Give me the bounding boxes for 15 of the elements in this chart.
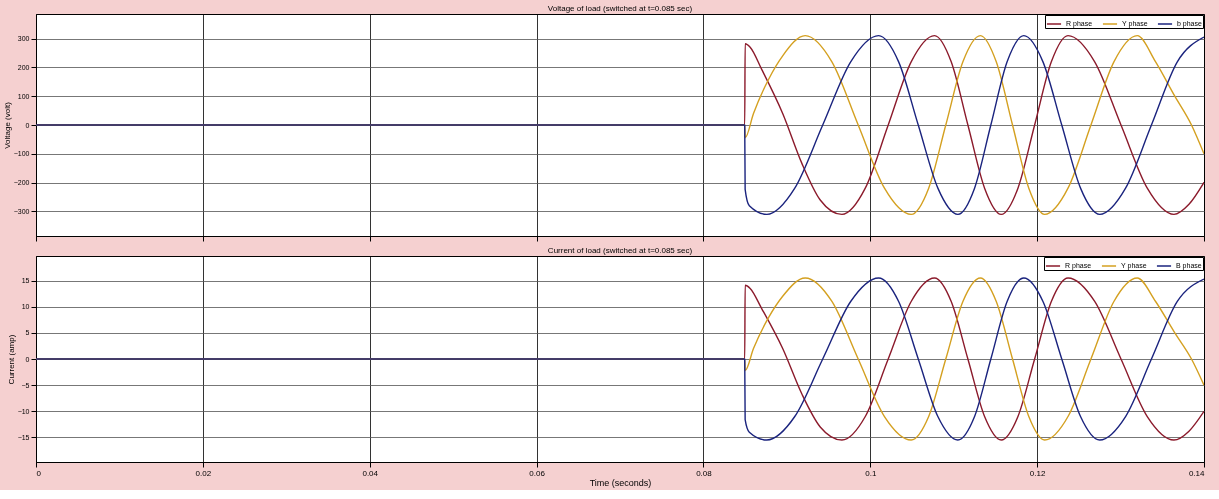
line-series [36,34,1204,216]
x-tick-label: 0.12 [1029,468,1046,478]
x-tick-label: 0.08 [696,468,713,478]
x-tick-label: 0 [36,468,42,478]
x-tick-label: 0.02 [195,468,212,478]
x-tick-label: 0.14 [1188,468,1206,478]
line-series [36,277,1204,441]
x-axis-title: Time (seconds) [589,477,652,488]
chart-title: Current of load (switched at t=0.085 sec) [547,246,693,255]
x-tick-label: 0.1 [865,468,877,478]
x-tick-label: 0.06 [529,468,546,478]
y-axis-title: Voltage (volt) [2,101,12,149]
y-axis-title: Current (amp) [6,334,16,385]
chart-title: Voltage of load (switched at t=0.085 sec) [547,4,693,13]
x-tick-label: 0.04 [362,468,379,478]
